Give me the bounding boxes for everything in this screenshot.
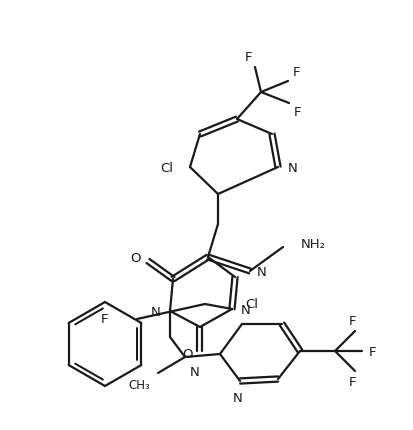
Text: F: F — [293, 106, 301, 119]
Text: N: N — [240, 303, 250, 316]
Text: N: N — [233, 391, 242, 404]
Text: F: F — [101, 312, 109, 325]
Text: F: F — [349, 314, 356, 327]
Text: F: F — [292, 66, 300, 79]
Text: N: N — [151, 305, 161, 318]
Text: Cl: Cl — [159, 161, 173, 174]
Text: O: O — [182, 347, 192, 359]
Text: F: F — [349, 375, 356, 388]
Text: N: N — [287, 161, 297, 174]
Text: CH₃: CH₃ — [128, 378, 150, 391]
Text: F: F — [368, 345, 375, 358]
Text: N: N — [190, 365, 199, 378]
Text: N: N — [256, 265, 266, 278]
Text: F: F — [244, 51, 252, 64]
Text: NH₂: NH₂ — [300, 237, 325, 250]
Text: O: O — [130, 252, 141, 265]
Text: Cl: Cl — [244, 297, 257, 310]
